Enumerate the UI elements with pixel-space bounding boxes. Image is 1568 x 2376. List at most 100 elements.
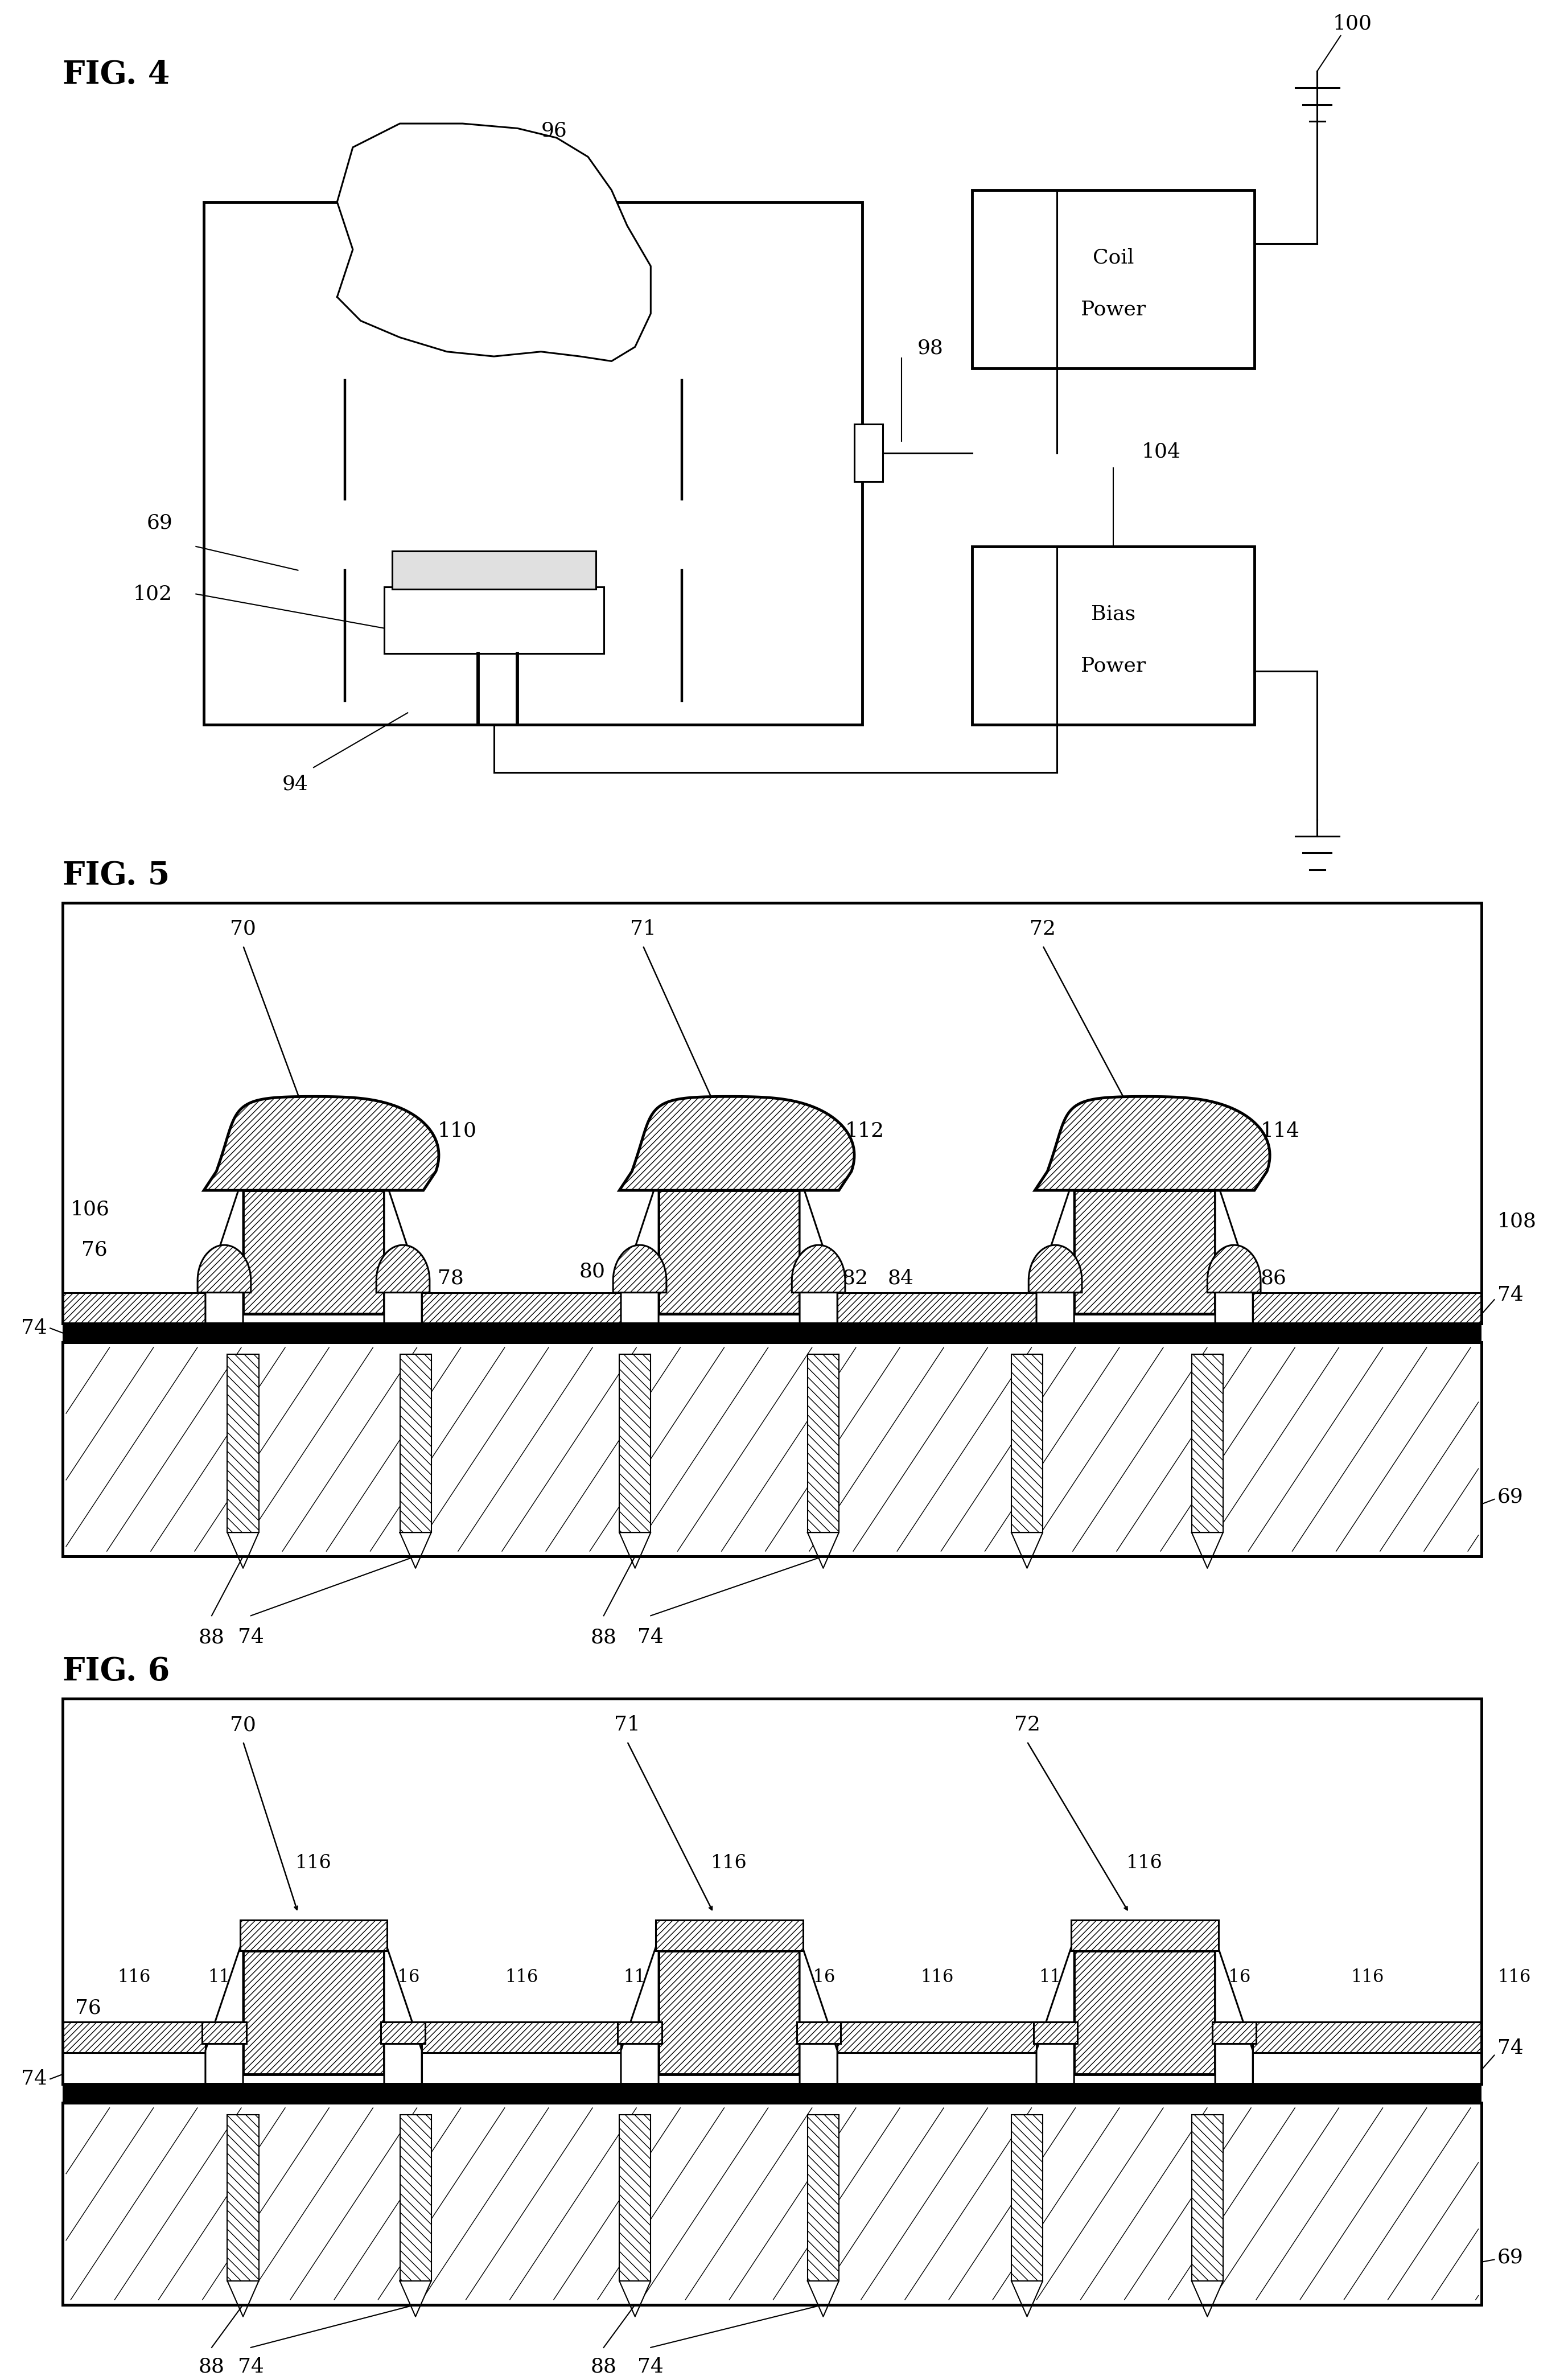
Polygon shape: [800, 1939, 837, 2084]
Text: 86: 86: [1261, 2029, 1287, 2048]
Bar: [659, 1190, 800, 1314]
Bar: [243, 1190, 384, 1314]
Bar: [63, 1699, 1482, 2084]
Bar: [837, 2022, 1036, 2053]
Polygon shape: [205, 1176, 243, 1323]
Text: 116: 116: [710, 1853, 748, 1872]
Bar: [1074, 1190, 1215, 1314]
Text: 74: 74: [1497, 1285, 1524, 1304]
Bar: [422, 1293, 621, 1323]
Text: FIG. 6: FIG. 6: [63, 1656, 169, 1687]
Bar: [1071, 1920, 1218, 1951]
Bar: [63, 903, 1482, 1323]
Text: 102: 102: [133, 584, 172, 604]
Bar: [63, 2084, 1482, 2103]
Text: 116: 116: [920, 1970, 953, 1986]
Text: 116: 116: [505, 1970, 538, 1986]
Bar: [797, 2022, 840, 2043]
Polygon shape: [619, 2281, 651, 2317]
Text: 80: 80: [586, 2029, 613, 2048]
Polygon shape: [621, 1176, 659, 1323]
Text: 74: 74: [20, 1319, 47, 1338]
Text: 69: 69: [1497, 2248, 1524, 2267]
Polygon shape: [1192, 1533, 1223, 1568]
Text: 94: 94: [282, 775, 309, 794]
Polygon shape: [204, 1098, 439, 1190]
Bar: [400, 2115, 431, 2281]
Polygon shape: [1011, 2281, 1043, 2317]
Polygon shape: [808, 1533, 839, 1568]
Text: 116: 116: [1126, 1853, 1163, 1872]
Text: 88: 88: [199, 2357, 224, 2376]
Polygon shape: [384, 1939, 422, 2084]
Text: 116: 116: [386, 1967, 420, 1986]
Polygon shape: [400, 2281, 431, 2317]
Text: 116: 116: [1497, 1967, 1530, 1986]
Bar: [618, 2022, 662, 2043]
Bar: [227, 2115, 259, 2281]
Text: 72: 72: [1030, 920, 1055, 939]
Polygon shape: [400, 1533, 431, 1568]
Text: 74: 74: [20, 2069, 47, 2089]
Polygon shape: [227, 2281, 259, 2317]
Text: 84: 84: [889, 2029, 916, 2048]
Text: 104: 104: [1142, 442, 1181, 461]
Polygon shape: [198, 1245, 251, 1293]
Text: 112: 112: [845, 1121, 884, 1140]
Bar: [808, 1354, 839, 1533]
Bar: [243, 1951, 384, 2074]
Text: Coil: Coil: [1093, 247, 1134, 268]
Bar: [1253, 2022, 1482, 2053]
Text: 116: 116: [207, 1967, 241, 1986]
Text: 110: 110: [437, 1121, 477, 1140]
Bar: [619, 2115, 651, 2281]
Polygon shape: [376, 1245, 430, 1293]
Text: 86: 86: [1261, 1269, 1287, 1288]
Text: 100: 100: [1333, 14, 1372, 33]
Bar: [202, 2022, 246, 2043]
Bar: [972, 546, 1254, 725]
Text: 82: 82: [842, 2029, 869, 2048]
Polygon shape: [1215, 1176, 1253, 1323]
Bar: [1192, 1354, 1223, 1533]
Bar: [619, 1354, 651, 1533]
Polygon shape: [227, 1533, 259, 1568]
Polygon shape: [1215, 1939, 1253, 2084]
Text: FIG. 4: FIG. 4: [63, 59, 169, 90]
Text: 69: 69: [1497, 1487, 1524, 1506]
Text: 116: 116: [118, 1970, 151, 1986]
Text: 116: 116: [622, 1967, 657, 1986]
Text: 98: 98: [917, 340, 944, 359]
Text: 88: 88: [591, 2357, 616, 2376]
Bar: [63, 1342, 1482, 1556]
Text: 96: 96: [541, 121, 568, 140]
Bar: [422, 2022, 621, 2053]
Text: 78: 78: [430, 2029, 456, 2048]
Bar: [392, 551, 596, 589]
Text: 74: 74: [638, 1628, 663, 1647]
Text: 72: 72: [1014, 1715, 1040, 1734]
Polygon shape: [1207, 1245, 1261, 1293]
Text: 74: 74: [238, 2357, 263, 2376]
Text: 116: 116: [1350, 1970, 1385, 1986]
Text: 82: 82: [842, 1269, 869, 1288]
Bar: [384, 587, 604, 653]
Text: 114: 114: [1261, 1121, 1300, 1140]
Bar: [63, 2103, 1482, 2305]
Polygon shape: [619, 1098, 855, 1190]
Text: 116: 116: [1217, 1967, 1251, 1986]
Text: FIG. 5: FIG. 5: [63, 860, 169, 891]
Bar: [655, 1920, 803, 1951]
Text: 76: 76: [75, 1998, 102, 2017]
Bar: [63, 1323, 1482, 1342]
Text: 70: 70: [230, 920, 256, 939]
Text: 80: 80: [579, 1262, 605, 1281]
Polygon shape: [621, 1939, 659, 2084]
Bar: [400, 1354, 431, 1533]
Text: 74: 74: [238, 1628, 263, 1647]
Bar: [204, 202, 862, 725]
Text: 108: 108: [1497, 1212, 1537, 1231]
Polygon shape: [613, 1245, 666, 1293]
Bar: [1253, 2053, 1482, 2084]
Polygon shape: [1011, 1533, 1043, 1568]
